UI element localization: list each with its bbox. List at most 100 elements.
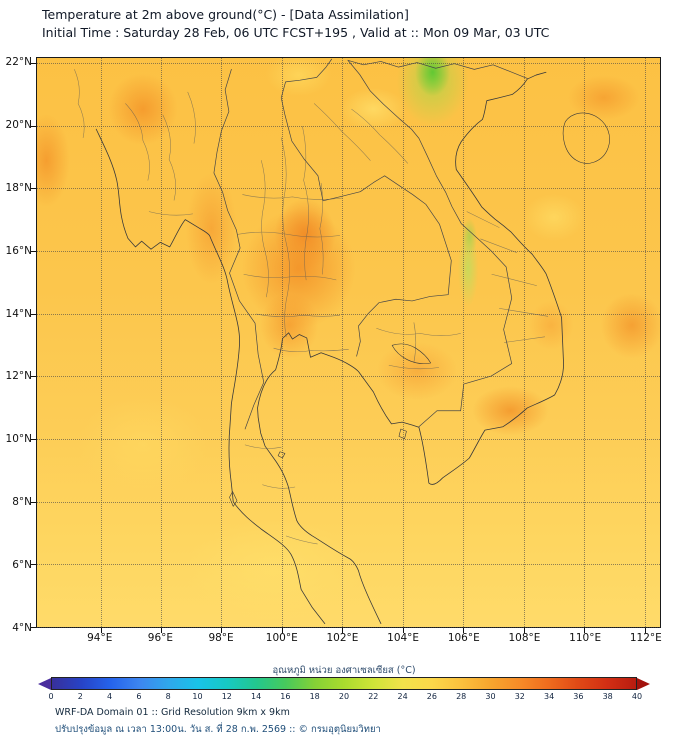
gridline-vertical xyxy=(523,58,525,627)
hainan-island-path xyxy=(563,113,609,163)
lat-tick-label: 20°N xyxy=(5,118,32,131)
lat-axis: 22°N 20°N 18°N 16°N 14°N 12°N 10°N 8°N 6°N 4°N xyxy=(0,56,34,634)
colorbar-ticks: 0 2 4 6 8 10 12 14 16 18 20 22 24 26 28 30 32 34 36 38 40 xyxy=(48,692,642,702)
country-borders-path xyxy=(214,59,527,429)
coastline-path xyxy=(96,72,563,623)
colorbar-tick-label: 34 xyxy=(544,692,555,701)
gridline-vertical xyxy=(342,58,344,627)
lat-tick-mark xyxy=(31,313,36,315)
colorbar-tick-label: 10 xyxy=(192,692,203,701)
lon-tick-mark xyxy=(402,628,404,633)
colorbar-tick-label: 24 xyxy=(397,692,408,701)
colorbar-label: อุณหภูมิ หน่วย องศาเซลเซียส (°C) xyxy=(272,665,416,676)
gridline-vertical xyxy=(584,58,586,627)
lat-tick-label: 22°N xyxy=(5,56,32,69)
lat-tick-mark xyxy=(31,376,36,378)
lon-tick-mark xyxy=(523,628,525,633)
lat-tick-label: 16°N xyxy=(5,244,32,257)
lon-tick-mark xyxy=(100,628,102,633)
lat-tick-label: 14°N xyxy=(5,307,32,320)
lat-tick-label: 12°N xyxy=(5,370,32,383)
province-borders-path xyxy=(74,69,547,544)
lat-tick-label: 4°N xyxy=(12,622,32,634)
map-plot xyxy=(31,57,661,633)
gridline-horizontal xyxy=(37,439,660,440)
lat-tick-label: 8°N xyxy=(12,496,32,509)
lon-tick-label: 100°E xyxy=(265,632,298,644)
gridline-vertical xyxy=(221,58,223,627)
gridline-vertical xyxy=(100,58,102,627)
gridline-horizontal xyxy=(37,376,660,378)
lon-tick-mark xyxy=(342,628,344,633)
gridline-horizontal xyxy=(37,313,660,315)
gridline-vertical xyxy=(281,58,283,627)
gridline-vertical xyxy=(160,58,162,627)
colorbar-tick-label: 4 xyxy=(107,692,113,701)
lat-tick-mark xyxy=(31,501,36,503)
colorbar-tick-label: 22 xyxy=(368,692,379,701)
gridline-horizontal xyxy=(37,627,660,628)
colorbar-tick-label: 36 xyxy=(573,692,584,701)
lon-axis: 94°E 96°E 98°E 100°E 102°E 104°E 106°E 108°E 110… xyxy=(36,632,662,646)
lon-tick-mark xyxy=(584,628,586,633)
gridline-vertical xyxy=(463,58,465,627)
gridlines xyxy=(37,58,660,628)
temperature-field xyxy=(37,58,660,627)
colorbar: อุณหภูมิ หน่วย องศาเซลเซียส (°C) 0 2 4 6 8 10… xyxy=(38,663,650,702)
lon-tick-label: 108°E xyxy=(508,632,541,644)
footer-domain-info: WRF-DA Domain 01 :: Grid Resolution 9km … xyxy=(55,707,290,718)
colorbar-tick-label: 32 xyxy=(514,692,525,701)
colorbar-row xyxy=(38,677,650,690)
gridline-horizontal xyxy=(37,251,660,252)
colorbar-tick-label: 30 xyxy=(485,692,496,701)
lat-tick-label: 6°N xyxy=(12,559,32,572)
colorbar-tick-label: 8 xyxy=(165,692,171,701)
lat-tick-mark xyxy=(31,439,36,440)
gridline-vertical xyxy=(402,58,404,627)
lat-tick-mark xyxy=(31,627,36,628)
gridline-horizontal xyxy=(37,564,660,566)
gridline-horizontal xyxy=(37,501,660,503)
gridline-horizontal xyxy=(37,63,660,64)
colorbar-tick-label: 12 xyxy=(221,692,232,701)
lon-tick-label: 104°E xyxy=(387,632,420,644)
colorbar-tick-label: 38 xyxy=(602,692,613,701)
colorbar-arrow-right xyxy=(637,677,650,690)
lat-tick-mark xyxy=(31,188,36,190)
colorbar-tick-label: 14 xyxy=(251,692,262,701)
lon-tick-mark xyxy=(463,628,465,633)
gridline-vertical xyxy=(644,58,646,627)
lon-tick-label: 102°E xyxy=(326,632,359,644)
lon-tick-label: 110°E xyxy=(569,632,602,644)
colorbar-tick-label: 0 xyxy=(48,692,54,701)
colorbar-gradient xyxy=(51,677,637,690)
lon-tick-label: 94°E xyxy=(87,632,113,644)
lat-tick-label: 10°N xyxy=(5,433,32,446)
lat-tick-mark xyxy=(31,251,36,252)
lon-tick-label: 96°E xyxy=(147,632,174,644)
political-borders-overlay xyxy=(37,58,660,627)
colorbar-tick-label: 40 xyxy=(631,692,643,701)
page-title: Temperature at 2m above ground(°C) - [Da… xyxy=(42,7,409,22)
lon-tick-mark xyxy=(644,628,646,633)
lat-tick-label: 18°N xyxy=(5,181,32,194)
lon-tick-label: 112°E xyxy=(629,632,662,644)
colorbar-tick-label: 6 xyxy=(136,692,142,701)
colorbar-tick-label: 20 xyxy=(338,692,350,701)
lon-tick-label: 106°E xyxy=(447,632,480,644)
lon-tick-mark xyxy=(281,628,283,633)
title-block: Temperature at 2m above ground(°C) - [Da… xyxy=(42,6,549,42)
colorbar-tick-label: 26 xyxy=(426,692,437,701)
lat-tick-mark xyxy=(31,564,36,566)
gridline-horizontal xyxy=(37,188,660,190)
lat-tick-mark xyxy=(31,125,36,127)
lon-tick-mark xyxy=(160,628,162,633)
lon-tick-label: 98°E xyxy=(208,632,234,644)
lon-tick-mark xyxy=(221,628,223,633)
lakes-islands-path xyxy=(230,344,431,506)
colorbar-tick-label: 28 xyxy=(456,692,467,701)
lat-tick-mark xyxy=(31,63,36,64)
page-subtitle: Initial Time : Saturday 28 Feb, 06 UTC F… xyxy=(42,25,550,40)
colorbar-arrow-left xyxy=(38,677,51,690)
